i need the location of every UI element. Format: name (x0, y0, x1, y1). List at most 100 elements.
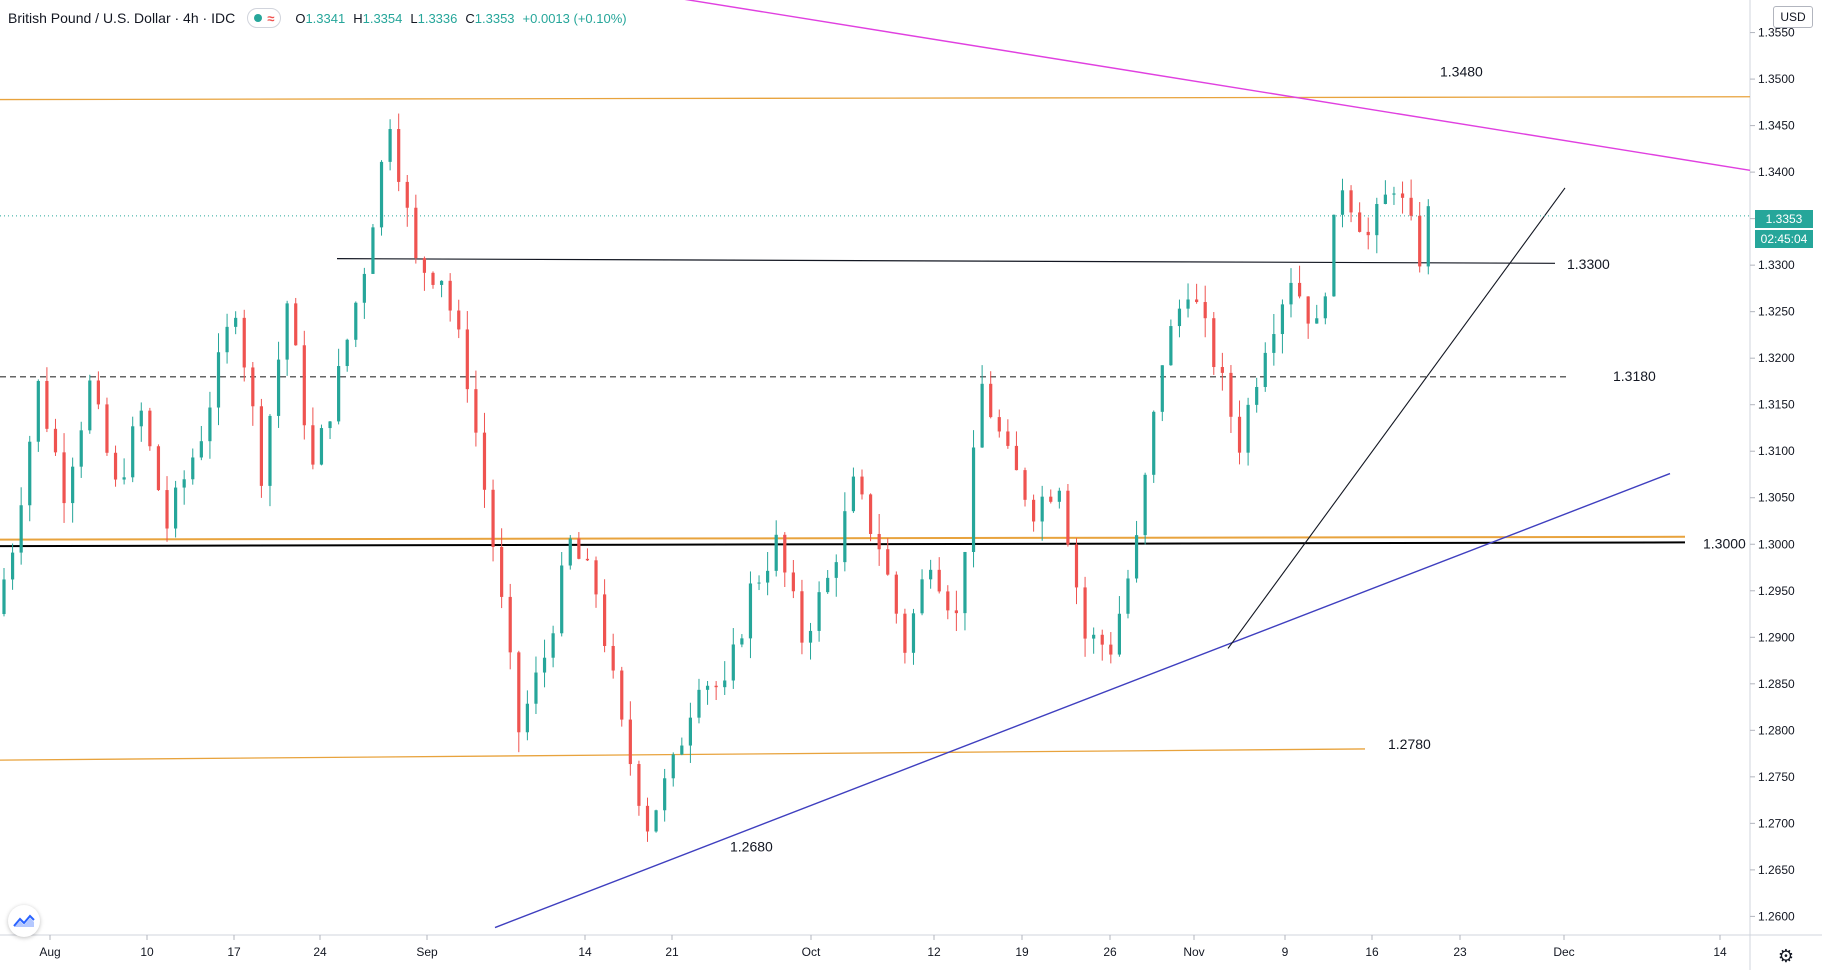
candle-body (774, 534, 778, 571)
candle-body (319, 428, 324, 465)
candle-body (337, 366, 341, 422)
candle-body (1152, 411, 1156, 475)
candle-body (851, 476, 856, 512)
level-label-1-3480: 1.3480 (1440, 64, 1483, 80)
candle-body (1358, 212, 1362, 232)
candle-body (1066, 490, 1070, 545)
ohlc-open: O1.3341 (295, 10, 346, 26)
candle-body (96, 380, 100, 405)
candle-body (1220, 367, 1224, 373)
candle-body (28, 441, 32, 506)
candle-body (560, 565, 564, 634)
candle-body (156, 446, 161, 491)
candle-body (800, 591, 804, 643)
candle-body (139, 410, 143, 427)
candle-body (208, 407, 212, 442)
level-1-3300-line (336, 258, 1556, 264)
candle-body (199, 441, 203, 458)
x-tick-label: 17 (227, 945, 241, 959)
candle-body (182, 479, 186, 488)
y-tick-label: 1.3400 (1758, 165, 1795, 179)
candle-body (1297, 282, 1302, 297)
candle-body (577, 538, 581, 559)
candle-body (1263, 352, 1267, 387)
y-tick-label: 1.2750 (1758, 770, 1795, 784)
ohlc-close: C1.3353 (465, 10, 515, 26)
currency-badge[interactable]: USD (1773, 6, 1813, 28)
candle-body (843, 511, 847, 563)
candle-body (251, 367, 255, 407)
candle-body (405, 181, 409, 208)
candle-body (1109, 644, 1113, 655)
candle-body (868, 494, 873, 534)
candle-body (1289, 282, 1293, 305)
candle-body (1006, 431, 1010, 446)
ohlc-high: H1.3354 (353, 10, 403, 26)
x-tick-label: 16 (1365, 945, 1379, 959)
x-tick-label: 10 (140, 945, 154, 959)
candle-body (174, 487, 178, 529)
candle-body (808, 630, 813, 643)
candle-body (1203, 302, 1207, 319)
candle-body (371, 227, 375, 274)
candle-body (877, 533, 881, 550)
candle-body (1195, 299, 1199, 303)
candle-body (1212, 318, 1216, 368)
candle-body (1117, 613, 1121, 655)
x-tick-label: Nov (1183, 945, 1204, 959)
candle-body (1392, 193, 1396, 195)
x-tick-label: 26 (1103, 945, 1117, 959)
gear-icon[interactable]: ⚙ (1777, 946, 1795, 966)
candle-body (431, 272, 435, 285)
status-indicator[interactable]: ≈ (247, 8, 282, 28)
candle-body (362, 273, 366, 303)
candle-body (1186, 299, 1190, 309)
ohlc-low: L1.3336 (410, 10, 458, 26)
candle-body (1143, 474, 1147, 536)
candle-body (1229, 372, 1233, 417)
candle-body (1237, 416, 1242, 453)
candle-body (946, 591, 950, 611)
candle-body (354, 302, 358, 340)
candle-body (963, 551, 967, 614)
x-tick-label: Aug (39, 945, 60, 959)
symbol-title[interactable]: British Pound / U.S. Dollar · 4h · IDC (8, 10, 236, 26)
candle-body (285, 303, 289, 360)
candle-body (1323, 296, 1327, 319)
candle-body (422, 258, 427, 273)
tradingview-logo-icon[interactable] (8, 905, 40, 937)
magenta-trend-line (684, 0, 1751, 171)
candle-body (971, 447, 976, 552)
candle-body (388, 129, 392, 162)
candle-body (791, 572, 795, 592)
candle-body (517, 652, 521, 733)
candle-body (1375, 204, 1379, 236)
candle-body (439, 280, 444, 285)
candle-body (603, 594, 607, 646)
candle-body (705, 685, 710, 690)
symbol-legend: British Pound / U.S. Dollar · 4h · IDC ≈… (8, 8, 635, 28)
candle-body (1400, 193, 1405, 198)
level-1-3000-orange-line (0, 535, 1686, 541)
candle-body (302, 345, 306, 426)
candle-body (234, 317, 238, 327)
x-tick-label: Sep (416, 945, 438, 959)
x-tick-label: 19 (1015, 945, 1029, 959)
candle-body (654, 810, 658, 832)
candle-body (1092, 634, 1096, 639)
candle-body (989, 383, 993, 418)
candle-body (294, 303, 298, 346)
candle-body (954, 610, 958, 614)
y-tick-label: 1.2800 (1758, 723, 1795, 737)
candle-body (1057, 490, 1061, 502)
candle-body (379, 161, 384, 228)
candle-body (740, 638, 744, 645)
candle-body (534, 672, 538, 704)
y-tick-label: 1.2600 (1758, 909, 1795, 923)
x-tick-label: 24 (313, 945, 327, 959)
level-label-1-3000: 1.3000 (1703, 535, 1746, 551)
candle-body (671, 754, 675, 779)
